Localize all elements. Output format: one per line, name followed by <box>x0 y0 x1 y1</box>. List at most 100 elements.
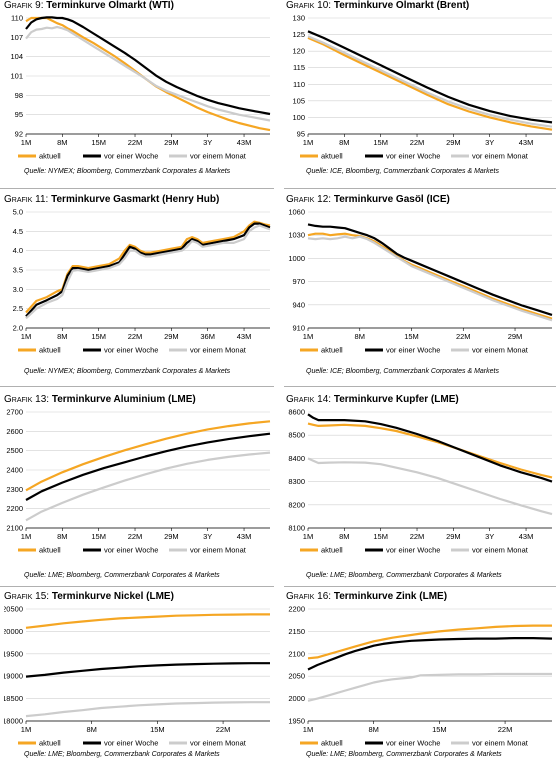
legend-label: vor einer Woche <box>386 546 440 555</box>
chart-title: Grafik 15: Terminkurve Nickel (LME) <box>4 591 174 602</box>
series-line-woche <box>307 413 553 483</box>
legend-label: aktuell <box>39 152 61 161</box>
series-line-aktuell <box>307 35 553 128</box>
y-tick-label: 130 <box>292 14 305 23</box>
x-tick-label: 29M <box>164 332 179 341</box>
x-tick-label: 22M <box>410 138 425 147</box>
x-tick-label: 1M <box>303 332 313 341</box>
chart-source: Quelle: LME; Bloomberg, Commerzbank Corp… <box>24 572 220 579</box>
x-tick-label: 1M <box>21 138 31 147</box>
panel-kupfer: Grafik 14: Terminkurve Kupfer (LME) 8100… <box>286 394 556 584</box>
series-line-woche <box>307 223 553 316</box>
series-line-monat <box>25 16 271 132</box>
panel-aluminium: Grafik 13: Terminkurve Aluminium (LME) 2… <box>4 394 274 584</box>
legend-label: vor einer Woche <box>386 152 440 161</box>
y-tick-label: 2700 <box>6 408 23 417</box>
y-tick-label: 2200 <box>288 605 305 614</box>
y-tick-label: 8600 <box>288 408 305 417</box>
y-tick-label: 2200 <box>6 504 23 513</box>
x-tick-label: 43M <box>237 138 252 147</box>
legend-label: aktuell <box>321 346 343 355</box>
series-line-aktuell <box>25 451 271 522</box>
legend-label: vor einem Monat <box>472 346 529 355</box>
legend-label: vor einem Monat <box>472 739 529 748</box>
x-tick-label: 1M <box>21 532 31 541</box>
chart-henry-hub: 2.0 2.5 3.0 3.5 4.0 4.5 5.0 1M 8M 15M 22M 29M 36M 43M… <box>13 208 271 355</box>
chart-title: Grafik 14: Terminkurve Kupfer (LME) <box>286 394 459 405</box>
x-tick-label: 15M <box>150 725 165 734</box>
legend-label: vor einer Woche <box>104 739 158 748</box>
x-tick-label: 15M <box>91 532 106 541</box>
y-tick-label: 20500 <box>4 605 23 614</box>
y-tick-label: 4.5 <box>13 227 23 236</box>
x-tick-label: 22M <box>498 725 513 734</box>
separator-line <box>0 386 274 387</box>
chart-title: Grafik 9: Terminkurve Olmarkt (WTI) <box>4 0 174 11</box>
x-tick-label: 22M <box>128 532 143 541</box>
x-tick-label: 15M <box>432 725 447 734</box>
y-tick-label: 2100 <box>288 649 305 658</box>
x-tick-label: 15M <box>373 532 388 541</box>
y-tick-label: 3.5 <box>13 266 23 275</box>
series-line-woche <box>25 222 271 318</box>
series-line-aktuell <box>307 672 552 702</box>
y-tick-label: 2100 <box>6 524 23 533</box>
chart-kupfer: 8100 8200 8300 8400 8500 8600 1M 8M 15M 22M 29M 3Y 4… <box>288 408 553 555</box>
chart-source: Quelle: LME; Bloomberg, Commerzbank Corp… <box>306 572 502 579</box>
separator-line <box>0 188 274 189</box>
chart-source: Quelle: ICE; Bloomberg, Commerzbank Corp… <box>306 368 499 375</box>
x-tick-label: 29M <box>446 532 461 541</box>
x-tick-label: 22M <box>128 332 143 341</box>
series-line-monat <box>25 220 271 314</box>
y-tick-label: 940 <box>292 300 305 309</box>
x-tick-label: 43M <box>237 332 252 341</box>
x-tick-label: 1M <box>303 138 313 147</box>
series-line-woche <box>25 16 271 116</box>
y-tick-label: 2300 <box>6 485 23 494</box>
y-tick-label: 970 <box>292 277 305 286</box>
chart-title: Grafik 12: Terminkurve Gasöl (ICE) <box>286 194 450 205</box>
y-tick-label: 910 <box>292 324 305 333</box>
chart-brent: 95 100 105 110 115 120 125 130 1M 8M 15M 22M 29M 3Y 43… <box>292 14 553 161</box>
x-tick-label: 43M <box>237 532 252 541</box>
y-tick-label: 19500 <box>4 649 23 658</box>
legend-label: aktuell <box>39 346 61 355</box>
x-tick-label: 15M <box>404 332 419 341</box>
chart-source: Quelle: ICE, Bloomberg, Commerzbank Corp… <box>306 168 499 175</box>
x-tick-label: 22M <box>456 332 471 341</box>
legend-label: vor einem Monat <box>190 152 247 161</box>
x-tick-label: 8M <box>339 532 349 541</box>
chart-wti: 92 95 98 101 104 107 110 1M 8M 15M 22M 29M 3Y 43M aktu… <box>10 14 271 161</box>
y-tick-label: 2600 <box>6 427 23 436</box>
y-tick-label: 8200 <box>288 500 305 509</box>
panel-zink: Grafik 16: Terminkurve Zink (LME) 1950 20… <box>286 591 556 762</box>
y-tick-label: 2.0 <box>13 324 23 333</box>
y-tick-label: 19000 <box>4 672 23 681</box>
separator-line <box>284 386 556 387</box>
legend-label: vor einer Woche <box>386 739 440 748</box>
y-tick-label: 107 <box>10 33 23 42</box>
y-tick-label: 18500 <box>4 694 23 703</box>
series-line-aktuell <box>25 25 271 122</box>
panel-brent: Grafik 10: Terminkurve Olmarkt (Brent) 9… <box>286 0 556 188</box>
panel-wti: Grafik 9: Terminkurve Olmarkt (WTI) 92 95… <box>4 0 274 188</box>
x-tick-label: 1M <box>21 332 31 341</box>
series-line-aktuell <box>307 457 553 516</box>
y-tick-label: 2400 <box>6 466 23 475</box>
legend-label: aktuell <box>321 739 343 748</box>
y-tick-label: 20000 <box>4 627 23 636</box>
y-tick-label: 3.0 <box>13 285 23 294</box>
x-tick-label: 8M <box>368 725 378 734</box>
series-line-monat <box>307 624 552 660</box>
chart-source: Quelle: NYMEX; Bloomberg, Commerzbank Co… <box>24 368 231 375</box>
x-tick-label: 3Y <box>485 138 494 147</box>
series-line-woche <box>25 432 271 501</box>
x-tick-label: 8M <box>57 138 67 147</box>
x-tick-label: 36M <box>200 332 215 341</box>
legend-label: vor einer Woche <box>104 546 158 555</box>
y-tick-label: 8100 <box>288 524 305 533</box>
y-tick-label: 92 <box>15 130 23 139</box>
chart-title: Grafik 16: Terminkurve Zink (LME) <box>286 591 448 602</box>
chart-title: Grafik 10: Terminkurve Olmarkt (Brent) <box>286 0 470 11</box>
chart-source: Quelle: LME; Bloomberg, Commerzbank Corp… <box>24 751 220 758</box>
